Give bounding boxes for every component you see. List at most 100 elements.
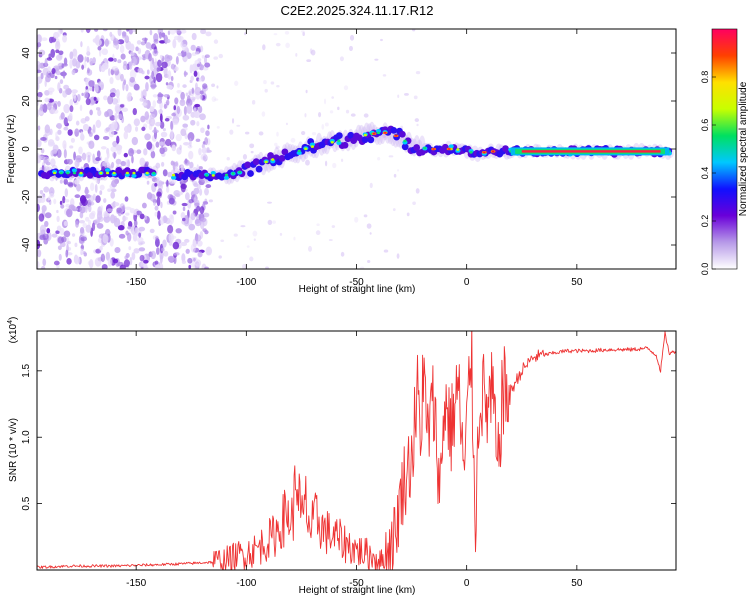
noise-blob: [331, 96, 335, 99]
noise-blob: [194, 259, 202, 267]
noise-blob: [196, 183, 201, 190]
noise-blob: [205, 31, 212, 37]
noise-blob: [199, 188, 203, 196]
x-tick-label: 50: [571, 277, 583, 288]
noise-blob: [154, 58, 157, 66]
noise-blob: [107, 188, 112, 193]
noise-blob: [343, 85, 349, 91]
noise-blob: [382, 74, 387, 77]
ridge-core: [205, 174, 209, 177]
noise-blob: [184, 158, 188, 164]
noise-blob: [139, 157, 146, 167]
snr-frame: [36, 330, 677, 571]
noise-blob: [131, 56, 137, 66]
noise-blob: [112, 201, 115, 209]
noise-blob: [131, 155, 134, 164]
noise-blob: [55, 131, 58, 139]
x-tick-label: -100: [236, 277, 256, 288]
noise-blob: [162, 216, 168, 222]
noise-blob: [100, 253, 106, 263]
noise-blob: [120, 73, 124, 82]
noise-blob: [133, 248, 140, 254]
noise-blob: [123, 152, 128, 158]
noise-blob: [120, 104, 125, 108]
noise-blob: [89, 212, 95, 220]
colorbar-gradient: [711, 28, 738, 270]
noise-blob: [213, 39, 219, 44]
noise-blob: [413, 95, 418, 100]
noise-blob: [62, 195, 66, 204]
x-tick-label: -150: [126, 578, 146, 589]
noise-blob: [180, 91, 185, 101]
noise-blob: [175, 228, 182, 234]
noise-blob: [87, 219, 92, 226]
noise-blob: [332, 162, 337, 169]
noise-blob: [249, 143, 255, 149]
noise-blob: [127, 220, 133, 228]
noise-blob: [285, 122, 288, 126]
noise-blob: [128, 246, 132, 251]
noise-blob: [83, 252, 87, 257]
noise-blob: [162, 127, 166, 132]
noise-blob: [37, 109, 40, 118]
noise-blob: [79, 219, 86, 224]
noise-blob: [197, 251, 203, 258]
noise-blob: [106, 151, 110, 159]
noise-blob: [129, 76, 136, 83]
noise-blob: [50, 150, 54, 157]
noise-blob: [139, 254, 145, 262]
noise-blob: [214, 98, 219, 101]
noise-blob: [306, 59, 312, 62]
noise-blob: [58, 253, 62, 261]
snr-panel: -150 -100 -50 0 50 0.5 1.0 1.5 Height of strai…: [7, 317, 677, 596]
noise-blob: [95, 84, 99, 93]
y-tick-label: 40: [21, 47, 32, 59]
noise-blob: [100, 146, 107, 150]
ridge-core: [59, 171, 63, 175]
ridge-band: [521, 150, 661, 153]
noise-blob: [202, 83, 208, 90]
noise-blob: [406, 212, 410, 217]
noise-blob: [195, 138, 201, 143]
ridge-hot: [383, 132, 387, 134]
noise-blob: [172, 39, 177, 49]
noise-blob: [190, 119, 196, 126]
noise-blob: [115, 144, 123, 151]
noise-blob: [104, 157, 109, 164]
noise-blob: [39, 103, 44, 111]
noise-blob: [43, 186, 50, 193]
noise-blob: [159, 113, 163, 123]
noise-blob: [55, 230, 60, 234]
noise-blob: [218, 53, 224, 59]
noise-blob: [152, 100, 157, 108]
noise-blob: [85, 29, 91, 34]
noise-blob: [176, 29, 181, 34]
snr-line-group: [37, 331, 676, 570]
noise-blob: [233, 233, 238, 237]
noise-blob: [133, 118, 141, 127]
noise-blob: [176, 105, 181, 115]
noise-blob: [323, 98, 327, 105]
noise-blob: [354, 216, 359, 223]
noise-blob: [39, 189, 44, 195]
noise-blob: [170, 63, 176, 70]
noise-blob: [170, 235, 177, 239]
noise-blob: [170, 75, 174, 82]
noise-blob: [146, 141, 153, 150]
noise-blob: [157, 93, 164, 98]
noise-blob: [155, 162, 161, 169]
noise-blob: [236, 124, 241, 127]
noise-blob: [414, 118, 420, 123]
noise-blob: [167, 70, 172, 80]
ridge-hot: [491, 150, 495, 153]
noise-blob: [229, 129, 234, 135]
ridge-core: [211, 174, 215, 177]
noise-blob: [43, 159, 49, 164]
noise-blob: [133, 219, 138, 227]
noise-blob: [59, 79, 64, 85]
noise-blob: [53, 198, 57, 205]
ridge-core: [309, 142, 316, 147]
noise-blob: [122, 81, 125, 91]
noise-blob: [86, 151, 92, 158]
noise-blob: [174, 161, 179, 168]
